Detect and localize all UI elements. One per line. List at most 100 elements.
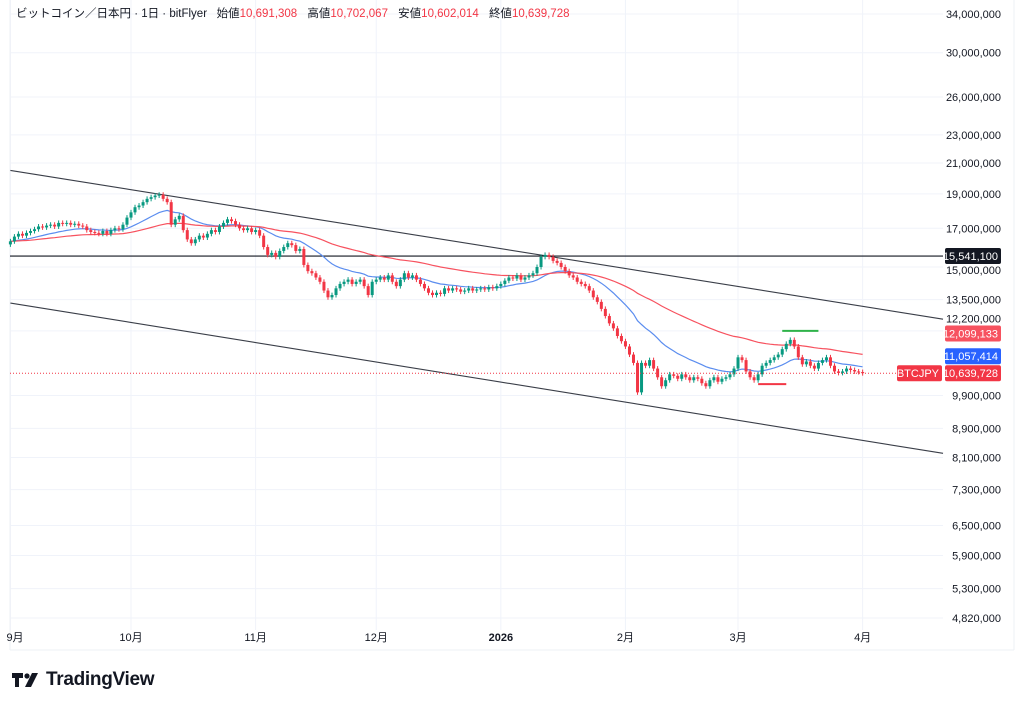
candle-body (234, 221, 238, 225)
candle-body (591, 290, 595, 298)
candle-body (764, 362, 768, 366)
ma-long-badge: 12,099,133 (943, 328, 998, 340)
candle-body (784, 343, 788, 350)
candle-body (451, 288, 455, 291)
last-price-badge: 10,639,728 (943, 368, 998, 380)
candle-body (16, 233, 20, 237)
candle-body (334, 288, 338, 296)
candle-body (238, 224, 242, 229)
y-tick-label: 8,100,000 (952, 453, 1001, 465)
candle-body (656, 368, 660, 378)
candle-body (804, 361, 808, 365)
candle-body (65, 222, 69, 224)
y-tick-label: 19,000,000 (946, 189, 1001, 201)
candle-body (390, 275, 394, 282)
candle-body (555, 260, 559, 263)
candle-body (33, 229, 37, 232)
candle-body (201, 235, 205, 238)
candle-body (209, 230, 213, 234)
candle-body (523, 277, 527, 280)
y-tick-label: 13,500,000 (946, 295, 1001, 307)
candle-body (145, 198, 149, 203)
candle-body (354, 281, 358, 284)
candle-body (527, 275, 531, 278)
candle-body (37, 226, 41, 230)
candle-body (459, 289, 463, 292)
candle-body (796, 346, 800, 358)
candle-body (644, 362, 648, 366)
candle-body (322, 281, 326, 291)
candle-body (53, 224, 57, 227)
candle-body (157, 194, 161, 196)
candle-body (278, 250, 282, 257)
candle-body (346, 279, 350, 282)
candle-body (623, 341, 627, 347)
candle-body (177, 215, 181, 220)
candle-body (579, 281, 583, 284)
candle-body (326, 290, 330, 298)
candle-body (748, 371, 752, 378)
candle-body (262, 235, 266, 248)
candle-body (515, 275, 519, 279)
low-label: 安値 (398, 8, 422, 20)
y-tick-label: 7,300,000 (952, 485, 1001, 497)
candle-body (857, 371, 861, 373)
candle-body (491, 287, 495, 289)
candle-body (282, 247, 286, 251)
candle-body (137, 205, 141, 208)
candle-body (205, 233, 209, 238)
candle-body (89, 230, 93, 232)
candle-body (824, 357, 828, 361)
candle-body (73, 223, 77, 225)
candle-body (426, 288, 430, 293)
candle-body (213, 230, 217, 232)
candle-body (728, 374, 732, 378)
candle-body (435, 292, 439, 296)
candle-body (467, 288, 471, 291)
candle-body (141, 202, 145, 206)
candle-body (583, 283, 587, 287)
symbol-description: ビットコイン／日本円 · 1日 · bitFlyer (16, 8, 208, 20)
y-tick-label: 23,000,000 (946, 130, 1001, 142)
candle-body (121, 224, 125, 230)
close-label: 終値 (488, 8, 512, 20)
moving-average-line-0 (10, 209, 863, 373)
candle-body (386, 275, 390, 280)
candle-body (636, 362, 640, 393)
candle-body (254, 230, 258, 232)
candle-body (776, 354, 780, 358)
candle-body (294, 245, 298, 251)
candle-body (350, 279, 354, 284)
y-tick-label: 12,200,000 (946, 313, 1001, 325)
candle-body (258, 230, 262, 236)
candle-body (563, 267, 567, 272)
candle-body (619, 335, 623, 342)
candle-body (109, 230, 113, 234)
candle-body (471, 288, 475, 291)
candle-body (69, 222, 73, 225)
ma-short-badge: 11,057,414 (944, 351, 998, 363)
candle-body (402, 273, 406, 280)
candle-body (153, 195, 157, 198)
candle-body (760, 365, 764, 375)
candle-body (306, 264, 310, 272)
candle-body (29, 231, 32, 233)
candle-body (169, 202, 173, 225)
candle-body (374, 279, 378, 282)
candle-body (20, 233, 24, 236)
y-tick-label: 6,500,000 (952, 521, 1001, 533)
candle-body (24, 232, 28, 236)
x-tick-label: 12月 (365, 632, 388, 644)
candle-body (704, 383, 708, 387)
candle-body (571, 275, 575, 278)
close-value: 10,639,728 (511, 8, 570, 20)
tradingview-logo-icon (12, 673, 38, 687)
low-value: 10,602,014 (421, 8, 479, 20)
candle-body (627, 346, 631, 355)
tradingview-logo[interactable]: TradingView (12, 669, 155, 691)
candle-body (410, 275, 414, 278)
x-tick-label: 4月 (854, 632, 871, 644)
candle-body (684, 374, 688, 378)
high-label: 高値 (307, 8, 331, 20)
